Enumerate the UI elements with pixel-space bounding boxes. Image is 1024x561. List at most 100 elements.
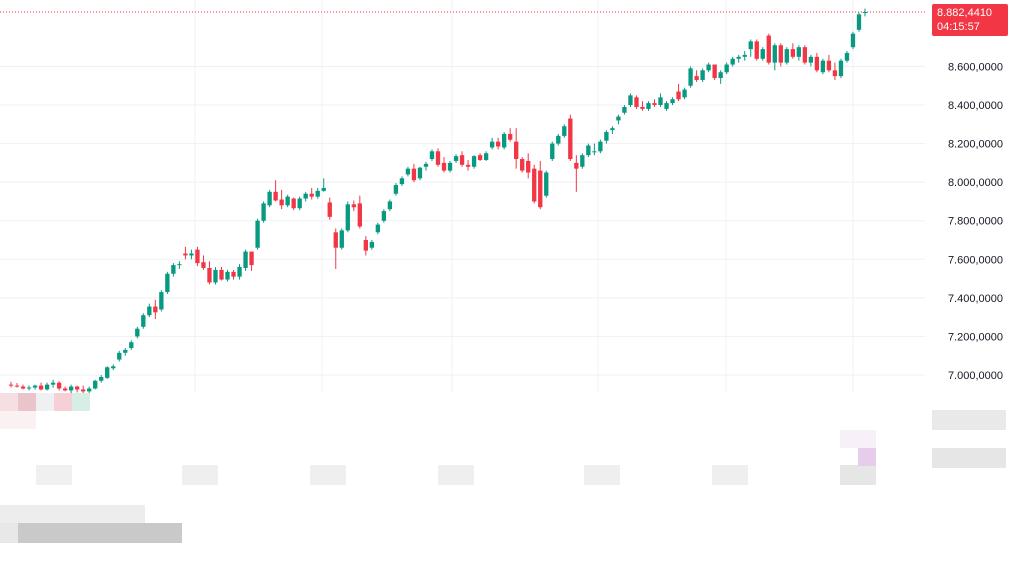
candle — [700, 68, 704, 81]
candle-body — [105, 367, 109, 378]
candle — [328, 198, 332, 220]
candle — [839, 59, 843, 78]
candle — [382, 209, 386, 222]
candle-body — [267, 192, 271, 205]
candle-body — [165, 274, 169, 292]
candle — [424, 162, 428, 171]
candle — [39, 383, 43, 391]
candle — [845, 51, 849, 63]
candle-body — [604, 132, 608, 141]
candle-body — [454, 156, 458, 161]
candle-body — [827, 61, 831, 71]
candle-body — [219, 270, 223, 280]
candle — [514, 128, 518, 168]
candle-body — [725, 65, 729, 73]
candle-body — [791, 49, 795, 57]
candle-body — [688, 68, 692, 85]
candle-body — [285, 197, 289, 206]
candle-body — [442, 163, 446, 171]
candle-body — [39, 386, 43, 390]
candle — [598, 140, 602, 153]
candle-body — [628, 95, 632, 105]
candle — [526, 153, 530, 178]
candle — [640, 101, 644, 111]
candle — [815, 53, 819, 72]
candle — [147, 304, 151, 317]
candle — [550, 142, 554, 161]
candle-body — [304, 194, 308, 199]
candle — [358, 196, 362, 229]
candle-body — [712, 65, 716, 78]
candle-body — [255, 221, 259, 248]
candle-body — [532, 169, 536, 202]
candle — [436, 148, 440, 166]
candle-body — [346, 204, 350, 230]
candle — [472, 155, 476, 168]
y-axis-tick-labels: 7.000,0000 7.200,0000 7.400,0000 7.600,0000… — [948, 61, 1003, 382]
candle-body — [201, 262, 205, 268]
candle — [725, 63, 729, 75]
candle — [57, 381, 61, 390]
candle — [334, 228, 338, 268]
candle — [688, 66, 692, 87]
candle — [159, 290, 163, 311]
y-tick-label: 8.400,0000 — [948, 100, 1003, 112]
price-countdown: 04:15:57 — [937, 20, 1008, 34]
candle — [225, 270, 229, 282]
candle-body — [472, 156, 476, 167]
y-tick-label: 7.200,0000 — [948, 331, 1003, 343]
candle-body — [622, 107, 626, 113]
candle-body — [731, 59, 735, 65]
candle — [430, 149, 434, 161]
candle-body — [189, 254, 193, 256]
candle-body — [562, 126, 566, 136]
candle — [743, 51, 747, 61]
candle-body — [111, 366, 115, 368]
candle-body — [616, 117, 620, 121]
candle-body — [406, 169, 410, 175]
candle — [165, 272, 169, 294]
candle-body — [700, 70, 704, 80]
candle — [15, 383, 19, 387]
candle-body — [87, 388, 91, 391]
candle-body — [75, 387, 79, 390]
candle — [694, 70, 698, 82]
candle — [376, 223, 380, 235]
candle — [803, 45, 807, 64]
candle — [370, 240, 374, 250]
candle — [45, 383, 49, 391]
candle — [466, 160, 470, 171]
candle — [304, 192, 308, 202]
last-price-label: 8.882,4410 — [937, 6, 1008, 20]
last-price-badge: 8.882,4410 04:15:57 — [932, 4, 1008, 36]
candle — [111, 364, 115, 370]
candle-body — [213, 270, 217, 283]
candle — [670, 97, 674, 105]
candle-body — [129, 342, 133, 348]
candle-body — [839, 61, 843, 76]
candle-body — [291, 199, 295, 209]
candle — [117, 351, 121, 362]
candle-body — [508, 134, 512, 140]
candle-body — [851, 34, 855, 47]
candle-body — [761, 49, 765, 59]
candle — [442, 157, 446, 172]
candle-body — [237, 267, 241, 277]
candle — [797, 45, 801, 60]
candle — [833, 63, 837, 80]
candle — [821, 59, 825, 74]
candle — [568, 115, 572, 161]
candle-body — [514, 142, 518, 159]
candle-body — [388, 201, 392, 209]
candle — [219, 267, 223, 280]
candle-body — [370, 242, 374, 248]
candle-body — [652, 103, 656, 105]
candle — [273, 180, 277, 201]
candle — [123, 348, 127, 356]
candle-body — [195, 250, 199, 263]
candle-body — [538, 171, 542, 208]
candle-body — [394, 185, 398, 194]
candle — [761, 47, 765, 60]
candle — [207, 261, 211, 284]
candle — [310, 188, 314, 200]
